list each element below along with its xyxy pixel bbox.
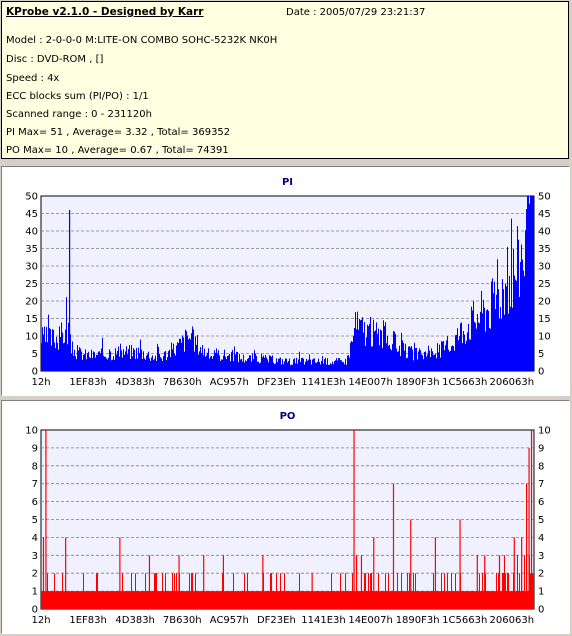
y-tick-label-right: 35 xyxy=(538,244,551,255)
x-tick-label: DF23Eh xyxy=(257,615,296,626)
range-line: Scanned range : 0 - 231120h xyxy=(6,109,152,120)
x-tick-label: 12h xyxy=(31,377,50,388)
y-tick-label-right: 40 xyxy=(538,227,551,238)
speed-line: Speed : 4x xyxy=(6,73,60,84)
y-tick-label-left: 50 xyxy=(25,192,38,203)
x-tick-label: AC957h xyxy=(210,615,249,626)
y-tick-label-right: 15 xyxy=(538,314,551,325)
y-tick-label-left: 1 xyxy=(32,587,38,598)
y-tick-label-left: 2 xyxy=(32,569,38,580)
y-tick-label-right: 20 xyxy=(538,297,551,308)
ecc-line: ECC blocks sum (PI/PO) : 1/1 xyxy=(6,91,149,102)
x-tick-label: AC957h xyxy=(210,377,249,388)
disc-line: Disc : DVD-ROM , [] xyxy=(6,54,104,65)
y-tick-label-right: 0 xyxy=(538,367,544,378)
y-tick-label-left: 30 xyxy=(25,262,38,273)
x-tick-label: 1EF83h xyxy=(69,615,107,626)
y-tick-label-right: 2 xyxy=(538,569,544,580)
x-tick-label: DF23Eh xyxy=(257,377,296,388)
y-tick-label-left: 7 xyxy=(32,479,38,490)
y-tick-label-left: 10 xyxy=(25,332,38,343)
y-tick-label-left: 25 xyxy=(25,279,38,290)
x-tick-label: 4D383h xyxy=(115,377,155,388)
app-title: KProbe v2.1.0 - Designed by Karr xyxy=(6,6,204,18)
y-tick-label-right: 10 xyxy=(538,332,551,343)
y-tick-label-left: 5 xyxy=(32,515,38,526)
y-tick-label-right: 0 xyxy=(538,605,544,616)
x-tick-label: 1C5663h xyxy=(442,377,487,388)
y-tick-label-left: 15 xyxy=(25,314,38,325)
x-tick-label: 206063h xyxy=(490,615,535,626)
y-tick-label-right: 1 xyxy=(538,587,544,598)
y-tick-label-left: 8 xyxy=(32,461,38,472)
y-tick-label-right: 7 xyxy=(538,479,544,490)
x-tick-label: 12h xyxy=(31,615,50,626)
y-tick-label-right: 4 xyxy=(538,533,544,544)
y-tick-label-right: 45 xyxy=(538,209,551,220)
y-tick-label-right: 5 xyxy=(538,349,544,360)
x-tick-label: 7B630h xyxy=(163,377,202,388)
x-tick-label: 206063h xyxy=(490,377,535,388)
y-tick-label-left: 3 xyxy=(32,551,38,562)
x-tick-label: 1C5663h xyxy=(442,615,487,626)
x-tick-label: 7B630h xyxy=(163,615,202,626)
model-line: Model : 2-0-0-0 M:LITE-ON COMBO SOHC-523… xyxy=(6,35,278,46)
x-tick-label: 1EF83h xyxy=(69,377,107,388)
y-tick-label-right: 30 xyxy=(538,262,551,273)
x-tick-label: 14E007h xyxy=(348,377,392,388)
x-tick-label: 1141E3h xyxy=(301,615,345,626)
y-tick-label-right: 25 xyxy=(538,279,551,290)
po-chart-panel: PO 0 0 1 1 2 2 3 3 4 4 5 5 6 6 7 7 8 8 9 9 10 10 12h 1EF83h 4D383… xyxy=(1,400,570,634)
chart-title: PI xyxy=(282,177,293,188)
y-tick-label-right: 8 xyxy=(538,461,544,472)
y-tick-label-left: 5 xyxy=(32,349,38,360)
y-tick-label-left: 45 xyxy=(25,209,38,220)
y-tick-label-right: 5 xyxy=(538,515,544,526)
y-tick-label-right: 3 xyxy=(538,551,544,562)
x-tick-label: 1890F3h xyxy=(396,615,440,626)
info-panel: KProbe v2.1.0 - Designed by Karr Date : … xyxy=(1,1,569,159)
y-tick-label-left: 35 xyxy=(25,244,38,255)
y-tick-label-left: 0 xyxy=(32,605,38,616)
x-tick-label: 1141E3h xyxy=(301,377,345,388)
y-tick-label-left: 9 xyxy=(32,443,38,454)
y-tick-label-left: 0 xyxy=(32,367,38,378)
y-tick-label-left: 20 xyxy=(25,297,38,308)
pi-summary-line: PI Max= 51 , Average= 3.32 , Total= 3693… xyxy=(6,127,231,138)
y-tick-label-left: 4 xyxy=(32,533,38,544)
y-tick-label-left: 40 xyxy=(25,227,38,238)
pi-chart: PI 0 0 5 5 10 10 15 15 20 20 25 25 30 30 35 35 40 40 45 45 50… xyxy=(25,177,551,388)
y-tick-label-right: 6 xyxy=(538,497,544,508)
po-chart: PO 0 0 1 1 2 2 3 3 4 4 5 5 6 6 7 7 8 8 9 9 10 10 12h 1EF83h 4D383… xyxy=(25,411,551,626)
po-summary-line: PO Max= 10 , Average= 0.67 , Total= 7439… xyxy=(6,145,229,156)
scan-date: Date : 2005/07/29 23:21:37 xyxy=(286,7,426,18)
pi-chart-panel: PI 0 0 5 5 10 10 15 15 20 20 25 25 30 30 35 35 40 40 45 45 50… xyxy=(1,166,570,396)
x-tick-label: 1890F3h xyxy=(396,377,440,388)
y-tick-label-left: 10 xyxy=(25,426,38,437)
x-tick-label: 4D383h xyxy=(115,615,155,626)
x-tick-label: 14E007h xyxy=(348,615,392,626)
y-tick-label-right: 9 xyxy=(538,443,544,454)
y-tick-label-right: 50 xyxy=(538,192,551,203)
y-tick-label-left: 6 xyxy=(32,497,38,508)
chart-title: PO xyxy=(280,411,296,422)
y-tick-label-right: 10 xyxy=(538,426,551,437)
